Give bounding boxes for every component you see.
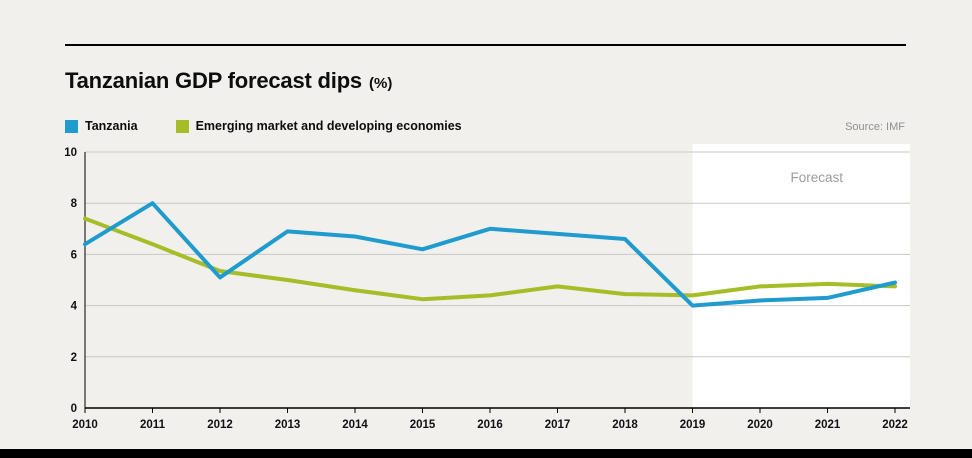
page-title: Tanzanian GDP forecast dips — [65, 68, 362, 93]
top-rule — [65, 44, 906, 46]
legend-swatch — [65, 119, 78, 133]
forecast-label: Forecast — [790, 170, 843, 185]
legend-item-emde: Emerging market and developing economies — [175, 119, 462, 133]
legend: Tanzania Emerging market and developing … — [65, 119, 462, 133]
legend-item-tanzania: Tanzania — [65, 119, 138, 133]
x-tick-label: 2019 — [680, 419, 706, 431]
y-tick-label: 4 — [71, 301, 78, 313]
legend-label: Emerging market and developing economies — [195, 119, 462, 133]
source-attribution: Source: IMF — [845, 121, 905, 133]
series-line-emerging — [83, 216, 897, 302]
chart-header: Tanzanian GDP forecast dips (%) — [65, 68, 392, 94]
y-tick-label: 6 — [71, 249, 77, 261]
x-tick-label: 2020 — [747, 419, 773, 431]
x-tick-label: 2022 — [882, 419, 908, 431]
page-title-unit: (%) — [368, 75, 393, 92]
y-tick-label: 2 — [71, 352, 77, 364]
x-tick-label: 2012 — [207, 419, 233, 431]
gdp-chart: Forecast 0 2 4 6 8 10 2010 2011 2012 2013 2014 2015 2… — [64, 144, 910, 431]
y-tick-label: 0 — [71, 403, 77, 415]
y-tick-label: 10 — [64, 147, 77, 159]
x-tick-label: 2013 — [275, 419, 301, 431]
series-line-tanzania — [83, 201, 897, 308]
x-tick-label: 2015 — [410, 419, 436, 431]
x-tick-label: 2017 — [545, 419, 571, 431]
y-tick-label: 8 — [71, 198, 78, 210]
x-tick-label: 2016 — [477, 419, 503, 431]
x-tick-label: 2011 — [140, 419, 166, 431]
bottom-rule — [0, 449, 972, 458]
x-tick-label: 2014 — [342, 419, 368, 431]
x-tick-label: 2021 — [815, 419, 841, 431]
x-tick-label: 2018 — [612, 419, 638, 431]
legend-label: Tanzania — [85, 119, 138, 133]
x-tick-label: 2010 — [72, 419, 98, 431]
legend-swatch — [175, 119, 189, 133]
forecast-region — [692, 144, 910, 408]
